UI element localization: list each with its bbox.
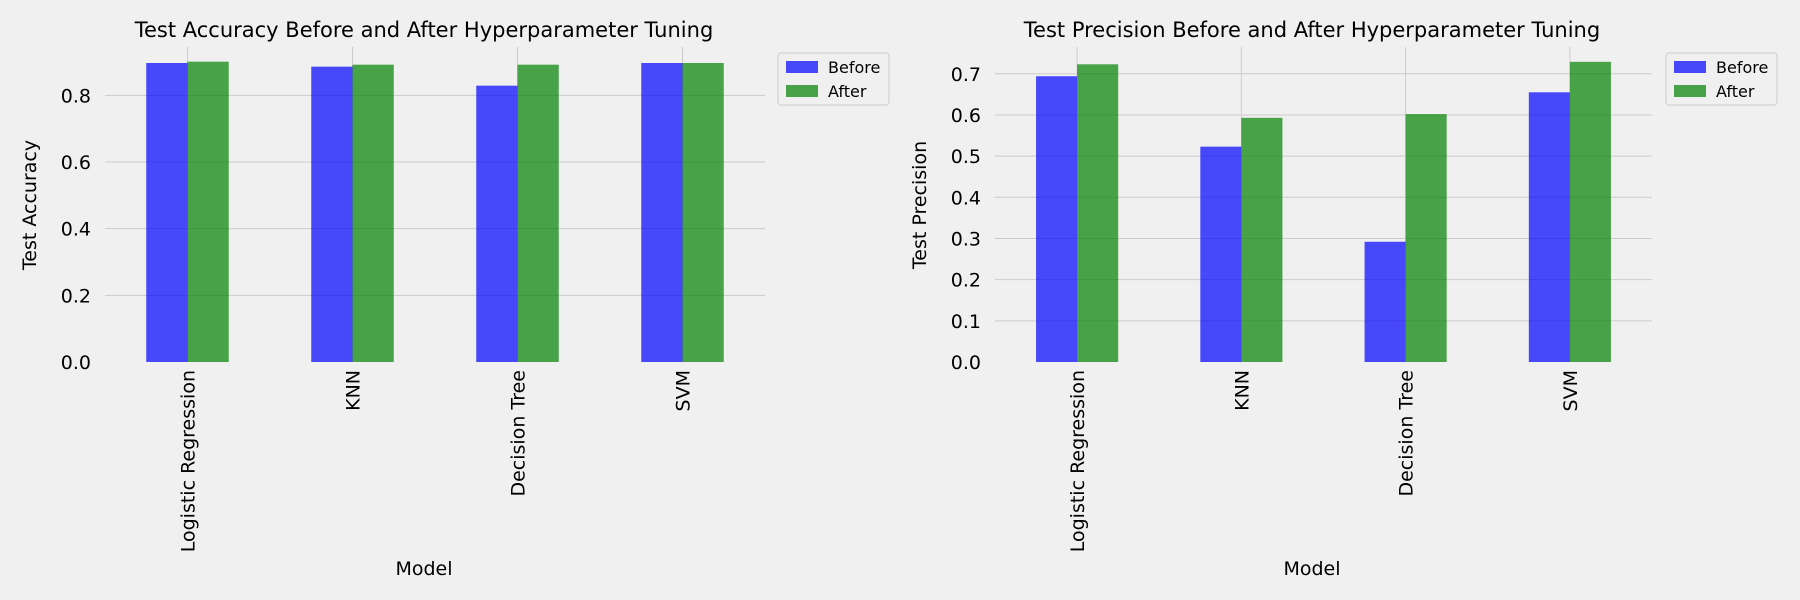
x-tick-label: Decision Tree <box>1396 370 1418 497</box>
bar-before-svm <box>641 63 683 362</box>
x-tick-label: Decision Tree <box>508 370 530 497</box>
bar-after-logistic-regression <box>187 61 229 363</box>
y-tick-label: 0.8 <box>61 85 91 107</box>
y-tick-label: 0.2 <box>951 270 981 292</box>
x-tick-label: KNN <box>343 370 365 411</box>
bar-before-logistic-regression <box>146 63 188 362</box>
bar-after-decision-tree <box>1405 114 1447 362</box>
x-axis-label: Model <box>395 558 452 580</box>
legend-swatch <box>786 85 818 97</box>
bar-before-svm <box>1528 92 1570 362</box>
bar-before-logistic-regression <box>1036 76 1078 362</box>
y-tick-label: 0.6 <box>61 152 91 174</box>
bars <box>1036 61 1611 363</box>
y-tick-label: 0.4 <box>61 219 91 241</box>
y-tick-label: 0.3 <box>951 228 981 250</box>
y-tick-label: 0.7 <box>951 64 981 86</box>
y-tick-label: 0.0 <box>61 352 91 374</box>
bar-after-logistic-regression <box>1077 64 1119 362</box>
accuracy-chart: Test Accuracy Before and After Hyperpara… <box>19 18 890 580</box>
legend-label: Before <box>1716 58 1768 77</box>
bar-after-svm <box>682 63 724 362</box>
y-axis-label: Test Precision <box>909 141 931 270</box>
x-tick-label: SVM <box>673 370 695 411</box>
bar-before-knn <box>1200 146 1242 362</box>
bar-before-decision-tree <box>1364 241 1406 362</box>
chart-title: Test Accuracy Before and After Hyperpara… <box>134 18 714 42</box>
y-tick-label: 0.1 <box>951 311 981 333</box>
y-tick-label: 0.0 <box>951 352 981 374</box>
x-tick-label: KNN <box>1231 370 1253 411</box>
y-axis-label: Test Accuracy <box>19 140 41 271</box>
y-tick-label: 0.5 <box>951 146 981 168</box>
x-tick-label: SVM <box>1560 370 1582 411</box>
bar-after-knn <box>1241 117 1283 362</box>
x-axis-label: Model <box>1283 558 1340 580</box>
x-tick-label: Logistic Regression <box>1067 370 1089 552</box>
legend: Before After <box>1665 52 1778 106</box>
legend-label: After <box>1716 82 1755 101</box>
bar-before-knn <box>311 66 353 363</box>
legend-swatch <box>1674 85 1706 97</box>
bars <box>146 61 724 363</box>
precision-chart: Test Precision Before and After Hyperpar… <box>909 18 1778 580</box>
chart-title: Test Precision Before and After Hyperpar… <box>1023 18 1600 42</box>
legend: Before After <box>777 52 890 106</box>
legend-label: After <box>828 82 867 101</box>
y-tick-label: 0.6 <box>951 105 981 127</box>
legend-label: Before <box>828 58 880 77</box>
bar-after-knn <box>352 64 394 363</box>
bar-after-decision-tree <box>517 64 559 363</box>
y-tick-label: 0.2 <box>61 285 91 307</box>
legend-swatch <box>1674 61 1706 73</box>
bar-after-svm <box>1569 61 1611 363</box>
y-tick-label: 0.4 <box>951 187 981 209</box>
bar-before-decision-tree <box>476 85 518 363</box>
x-tick-label: Logistic Regression <box>178 370 200 552</box>
legend-swatch <box>786 61 818 73</box>
